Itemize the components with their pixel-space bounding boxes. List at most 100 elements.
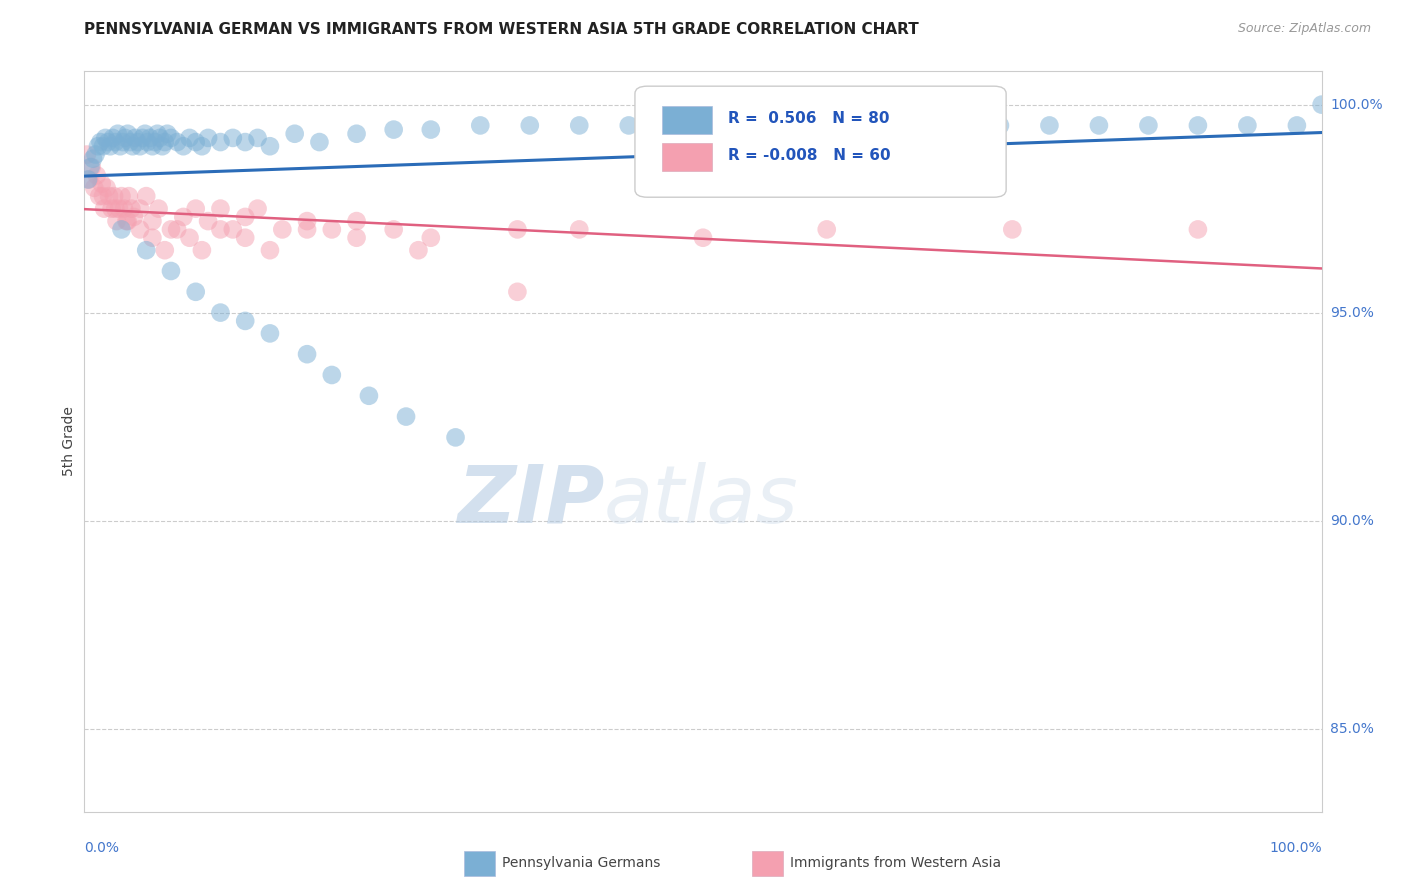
Text: 85.0%: 85.0% [1330, 722, 1374, 736]
Point [79, 172, 101, 186]
Point [1236, 119, 1258, 133]
Point [790, 114, 813, 128]
Point [308, 135, 330, 149]
Point [139, 131, 162, 145]
Point [222, 131, 245, 145]
Point [1310, 97, 1333, 112]
Text: 100.0%: 100.0% [1330, 97, 1382, 112]
Point [1187, 222, 1209, 236]
Point [568, 222, 591, 236]
Point [172, 210, 194, 224]
Point [284, 127, 307, 141]
Point [470, 119, 492, 133]
Point [117, 127, 139, 141]
Point [153, 244, 176, 258]
Point [77, 172, 100, 186]
Point [80, 160, 103, 174]
Point [160, 131, 183, 145]
Text: R = -0.008   N = 60: R = -0.008 N = 60 [728, 148, 890, 163]
Point [259, 139, 281, 153]
Point [89, 189, 111, 203]
Point [134, 127, 156, 141]
Point [120, 202, 142, 216]
Point [136, 135, 159, 149]
Point [96, 181, 118, 195]
Point [121, 139, 143, 153]
Point [93, 202, 115, 216]
Text: 100.0%: 100.0% [1270, 841, 1322, 855]
Point [382, 222, 405, 236]
Point [1038, 119, 1060, 133]
Point [184, 135, 207, 149]
Point [141, 231, 163, 245]
Point [98, 139, 121, 153]
Point [115, 214, 138, 228]
Point [271, 222, 294, 236]
Point [233, 314, 256, 328]
Point [222, 222, 245, 236]
Point [146, 127, 169, 141]
Point [160, 264, 183, 278]
Text: 0.0%: 0.0% [84, 841, 120, 855]
Point [617, 119, 640, 133]
Text: Pennsylvania Germans: Pennsylvania Germans [502, 856, 661, 871]
Point [89, 135, 111, 149]
Point [346, 231, 368, 245]
Point [76, 147, 98, 161]
Point [233, 210, 256, 224]
Point [156, 127, 179, 141]
Point [135, 244, 157, 258]
Point [246, 131, 269, 145]
Point [1001, 222, 1024, 236]
Text: 95.0%: 95.0% [1330, 306, 1374, 319]
Point [108, 202, 131, 216]
Y-axis label: 5th Grade: 5th Grade [62, 407, 76, 476]
Point [209, 222, 232, 236]
Point [105, 214, 128, 228]
Point [988, 119, 1011, 133]
Point [98, 189, 121, 203]
Point [160, 222, 183, 236]
Point [101, 131, 124, 145]
Point [166, 135, 188, 149]
Point [87, 139, 110, 153]
Point [1285, 119, 1308, 133]
Point [209, 202, 232, 216]
Point [150, 139, 173, 153]
Point [395, 409, 418, 424]
Point [939, 119, 962, 133]
Point [246, 202, 269, 216]
Point [382, 122, 405, 136]
Point [120, 135, 142, 149]
Point [233, 231, 256, 245]
Text: atlas: atlas [605, 462, 799, 540]
Point [259, 326, 281, 341]
Point [141, 214, 163, 228]
Point [295, 214, 318, 228]
Point [129, 139, 152, 153]
Point [506, 222, 529, 236]
Text: ZIP: ZIP [457, 462, 605, 540]
Point [122, 210, 145, 224]
Point [346, 127, 368, 141]
Point [94, 131, 117, 145]
Point [295, 347, 318, 361]
Point [82, 152, 104, 166]
Point [148, 202, 170, 216]
Text: Immigrants from Western Asia: Immigrants from Western Asia [790, 856, 1001, 871]
Point [408, 244, 430, 258]
Point [519, 119, 541, 133]
Point [84, 147, 107, 161]
Point [179, 131, 201, 145]
Point [149, 131, 172, 145]
Point [83, 181, 105, 195]
Point [131, 131, 153, 145]
Point [197, 214, 219, 228]
Point [259, 244, 281, 258]
Text: PENNSYLVANIA GERMAN VS IMMIGRANTS FROM WESTERN ASIA 5TH GRADE CORRELATION CHART: PENNSYLVANIA GERMAN VS IMMIGRANTS FROM W… [84, 22, 920, 37]
Point [129, 202, 152, 216]
Point [568, 119, 591, 133]
Point [179, 231, 201, 245]
FancyBboxPatch shape [662, 106, 711, 135]
Point [184, 285, 207, 299]
